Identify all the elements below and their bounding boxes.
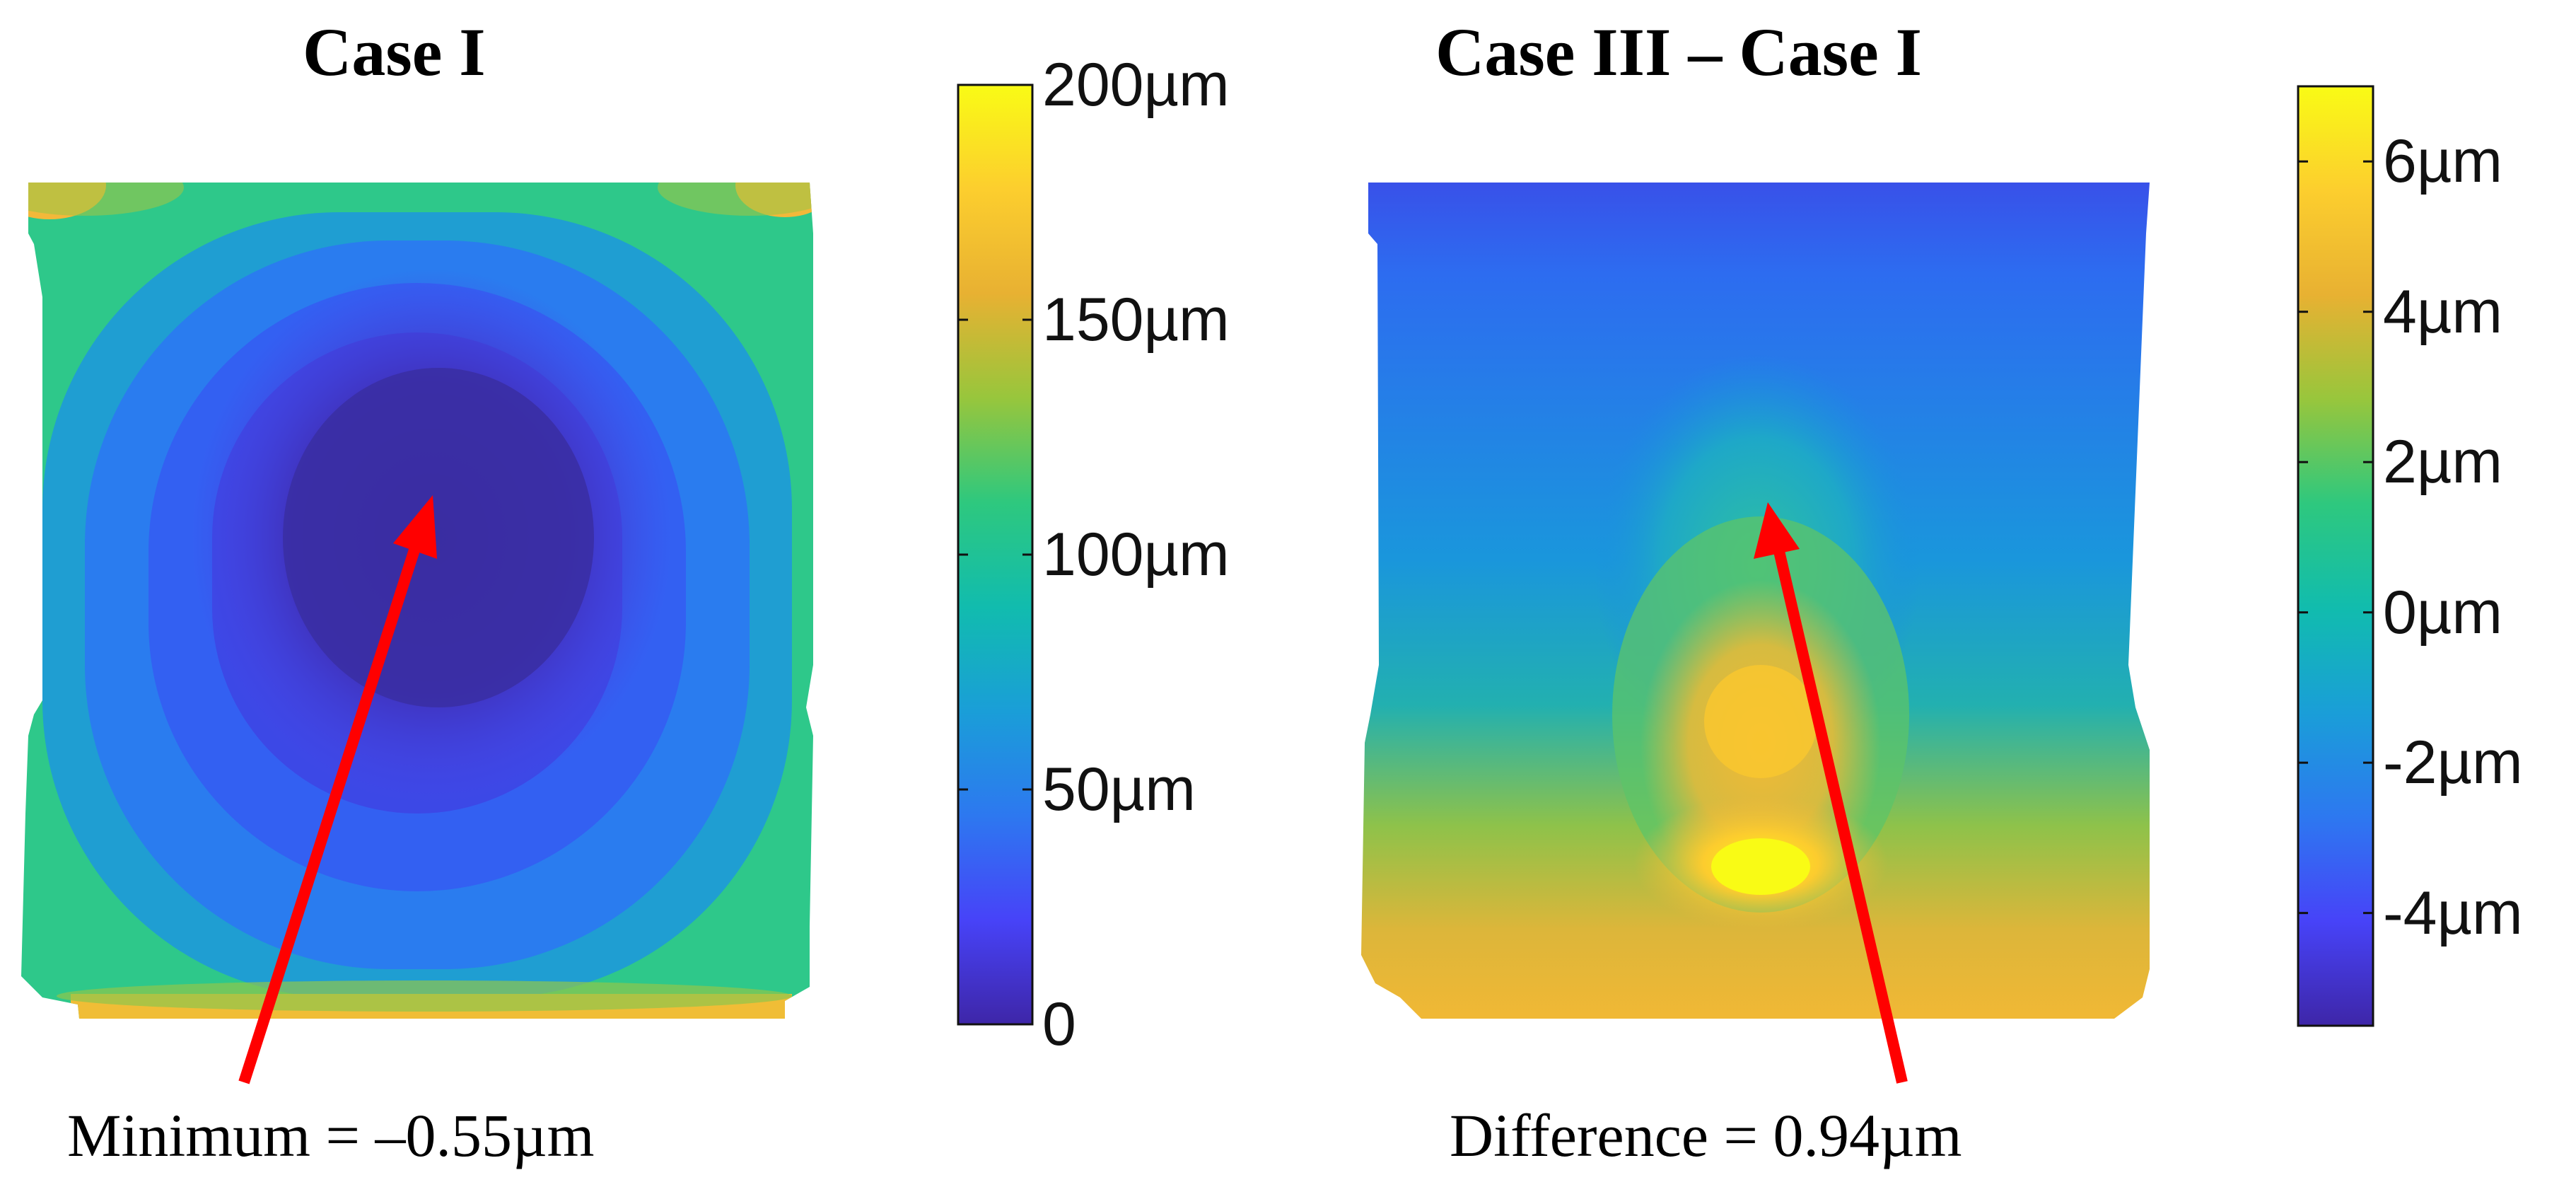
right-annotation-arrow xyxy=(1754,502,1908,1084)
left-annotation-arrow xyxy=(238,495,437,1084)
right-colorbar-ticks xyxy=(2298,160,2373,915)
colorbar-tick-label: 0 xyxy=(1042,990,1076,1058)
right-annotation-text: Difference = 0.94µm xyxy=(1450,1101,1962,1169)
colorbar-tick-label: 4µm xyxy=(2383,277,2503,346)
colorbar-gradient xyxy=(958,85,1032,1024)
colorbar-tick-label: -2µm xyxy=(2383,729,2523,797)
colorbar-tick-label: 2µm xyxy=(2383,428,2503,497)
left-heatmap xyxy=(21,183,813,1019)
right-heatmap xyxy=(1361,183,2150,1019)
left-annotation-text: Minimum = –0.55µm xyxy=(67,1101,595,1169)
colorbar-tick-label: 100µm xyxy=(1042,521,1230,589)
right-chart-title: Case III – Case I xyxy=(1435,14,1923,90)
left-chart-title: Case I xyxy=(303,14,486,90)
colorbar-tick-label: 200µm xyxy=(1042,51,1230,119)
colorbar-tick-label: 150µm xyxy=(1042,286,1230,354)
right-colorbar xyxy=(2297,85,2374,1027)
colorbar-tick-label: -4µm xyxy=(2383,879,2523,947)
colorbar-gradient xyxy=(2298,86,2373,1026)
colorbar-tick-label: 0µm xyxy=(2383,578,2503,647)
left-colorbar-ticks xyxy=(958,83,1032,1026)
colorbar-tick-label: 50µm xyxy=(1042,756,1196,823)
colorbar-tick-label: 6µm xyxy=(2383,127,2503,196)
left-colorbar xyxy=(957,83,1034,1026)
